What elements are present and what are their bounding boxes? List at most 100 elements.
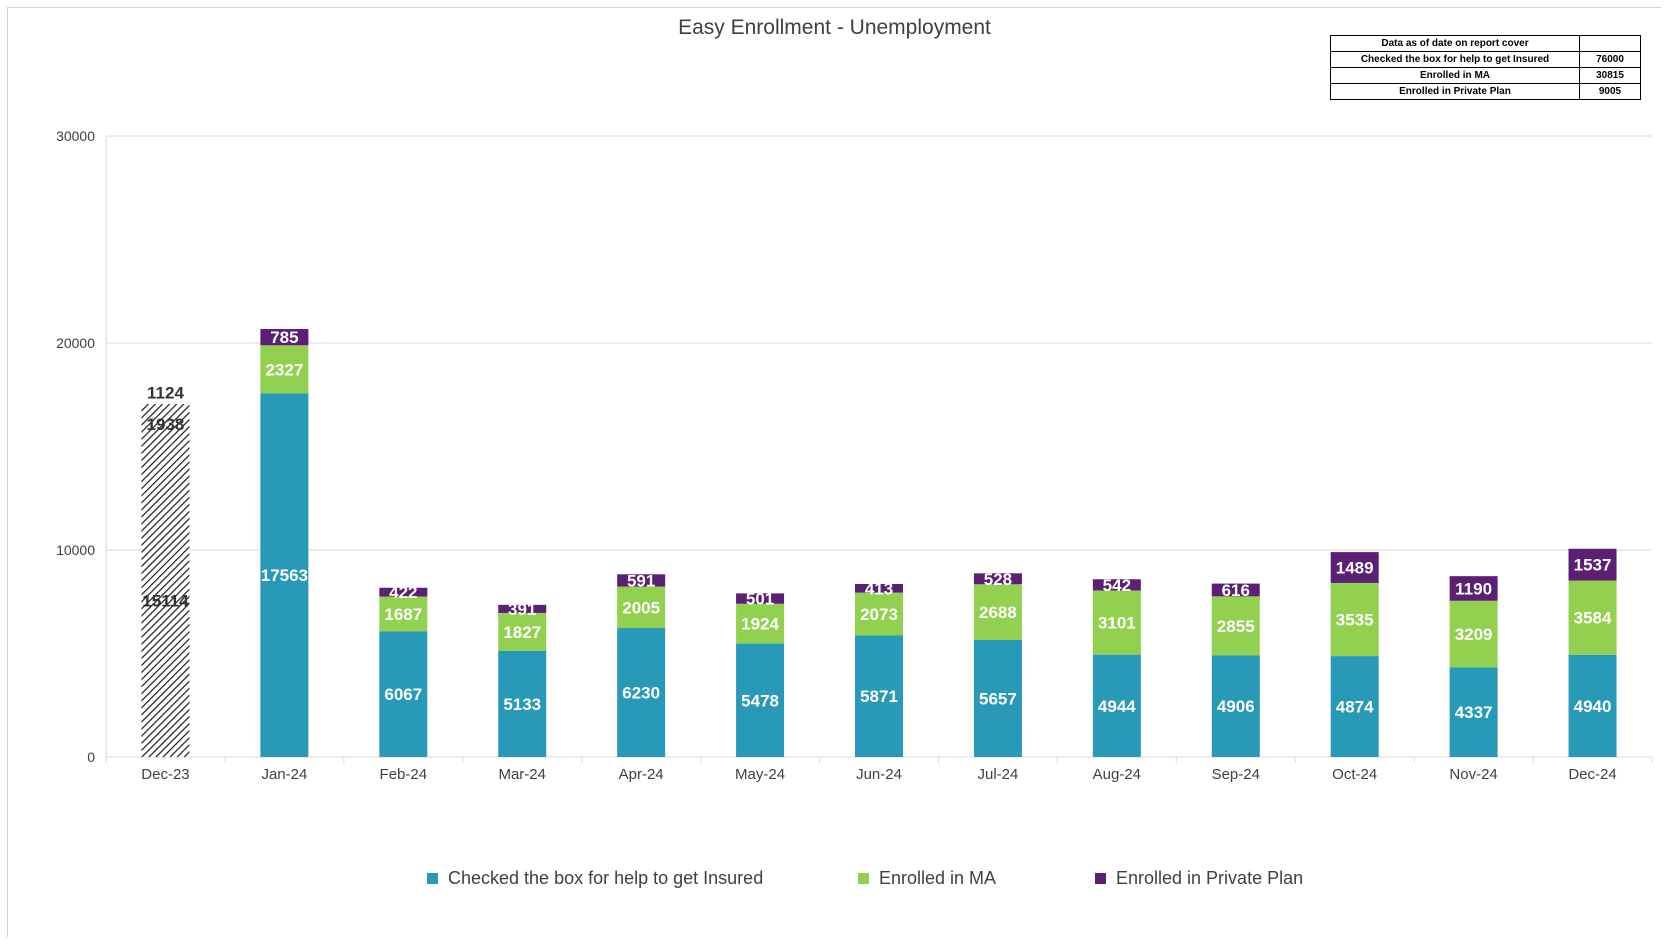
legend-swatch xyxy=(427,873,438,884)
legend-item: Enrolled in Private Plan xyxy=(1095,868,1303,889)
bar-segment xyxy=(379,587,428,597)
bar-segment xyxy=(1211,583,1260,597)
x-tick-label: Jun-24 xyxy=(856,766,902,783)
bar-segment xyxy=(617,586,666,629)
data-label: 5657 xyxy=(979,689,1017,708)
bar-segment xyxy=(973,584,1022,640)
y-tick-label: 30000 xyxy=(56,128,95,144)
legend-label: Checked the box for help to get Insured xyxy=(448,868,764,888)
legend-label: Enrolled in MA xyxy=(879,868,997,888)
summary-row-value: 9005 xyxy=(1579,83,1641,100)
data-label: 1827 xyxy=(503,623,541,642)
data-label: 4337 xyxy=(1455,703,1493,722)
data-label: 5478 xyxy=(741,691,779,710)
x-tick-label: Aug-24 xyxy=(1093,766,1141,783)
bar-segment xyxy=(855,592,903,636)
summary-table-row: Enrolled in MA 30815 xyxy=(1330,67,1641,84)
data-label: 1687 xyxy=(384,605,422,624)
data-label: 1489 xyxy=(1336,559,1374,578)
legend-label: Enrolled in Private Plan xyxy=(1116,868,1304,888)
data-label: 391 xyxy=(508,600,536,619)
data-label: 2073 xyxy=(860,605,898,624)
data-label: 4874 xyxy=(1336,698,1374,717)
x-tick-label: Nov-24 xyxy=(1449,766,1497,783)
data-label: 4944 xyxy=(1098,697,1136,716)
x-tick-label: Sep-24 xyxy=(1212,766,1260,783)
data-label: 1537 xyxy=(1574,556,1612,575)
data-label: 2688 xyxy=(979,603,1017,622)
summary-table-row: Enrolled in Private Plan 9005 xyxy=(1330,83,1641,100)
x-tick-label: Dec-23 xyxy=(141,766,189,783)
bar-segment xyxy=(736,603,785,644)
y-tick-label: 0 xyxy=(87,749,95,765)
bar-segment xyxy=(379,596,428,632)
bar-segment xyxy=(260,393,309,757)
chart-frame xyxy=(7,7,1661,937)
summary-row-label: Enrolled in Private Plan xyxy=(1330,83,1580,100)
bar-segment xyxy=(1092,590,1141,655)
data-label: 5871 xyxy=(860,687,898,706)
legend-item: Enrolled in MA xyxy=(858,868,996,889)
legend-item: Checked the box for help to get Insured xyxy=(427,868,763,889)
data-label: 5133 xyxy=(503,695,541,714)
data-label: 2855 xyxy=(1217,617,1255,636)
data-label: 3101 xyxy=(1098,614,1136,633)
x-tick-label: May-24 xyxy=(735,766,785,783)
bar-segment xyxy=(1449,600,1498,668)
data-label: 2005 xyxy=(622,598,660,617)
bar-segment xyxy=(973,639,1022,757)
data-label: 17563 xyxy=(261,566,308,585)
data-label: 785 xyxy=(270,328,298,347)
bar-segment xyxy=(1568,654,1617,757)
bar-segment xyxy=(141,444,190,757)
data-label: 6230 xyxy=(622,684,660,703)
data-label: 6067 xyxy=(384,685,422,704)
data-label: 15114 xyxy=(142,592,189,611)
bar-segment xyxy=(260,329,309,346)
bar-segment xyxy=(617,574,666,587)
data-label: 422 xyxy=(389,583,417,602)
y-tick-label: 20000 xyxy=(56,335,95,351)
data-label: 2327 xyxy=(265,360,303,379)
x-tick-label: Jan-24 xyxy=(261,766,307,783)
bar-segment xyxy=(141,404,190,445)
x-tick-label: Feb-24 xyxy=(380,766,428,783)
legend-swatch xyxy=(1095,873,1106,884)
legend-swatch xyxy=(858,873,869,884)
x-tick-label: Jul-24 xyxy=(977,766,1018,783)
bar-segment xyxy=(1568,548,1617,581)
data-label: 591 xyxy=(627,571,655,590)
data-label: 1190 xyxy=(1455,579,1492,598)
bar-segment xyxy=(736,643,785,757)
data-label: 3535 xyxy=(1336,611,1374,630)
data-label: 501 xyxy=(746,590,774,609)
bar-segment xyxy=(855,635,903,757)
summary-table: Data as of date on report cover Checked … xyxy=(1330,35,1641,100)
bar-segment xyxy=(855,584,903,593)
legend: Checked the box for help to get Insured E… xyxy=(0,868,1669,892)
bar-segment xyxy=(617,628,666,757)
bar-segment xyxy=(1330,552,1379,583)
bar-segment xyxy=(498,604,547,613)
bar-segment xyxy=(1330,656,1379,757)
x-tick-label: Mar-24 xyxy=(498,766,546,783)
data-label: 413 xyxy=(865,579,893,598)
bar-segment xyxy=(1092,579,1141,591)
data-label: 3209 xyxy=(1455,625,1493,644)
data-label: 3584 xyxy=(1574,609,1612,628)
bar-segment xyxy=(260,345,309,394)
bar-segment xyxy=(498,612,547,651)
x-tick-label: Apr-24 xyxy=(619,766,664,783)
bar-segment xyxy=(498,650,547,757)
bar-segment xyxy=(1211,596,1260,656)
data-label: 616 xyxy=(1222,581,1250,600)
data-label: 4906 xyxy=(1217,697,1255,716)
y-tick-label: 10000 xyxy=(56,542,95,558)
bar-segment xyxy=(736,593,785,604)
data-label: 1924 xyxy=(741,615,779,634)
data-label: 4940 xyxy=(1574,697,1612,716)
bar-segment xyxy=(1568,580,1617,655)
bar-segment xyxy=(1449,667,1498,757)
x-tick-label: Oct-24 xyxy=(1332,766,1377,783)
